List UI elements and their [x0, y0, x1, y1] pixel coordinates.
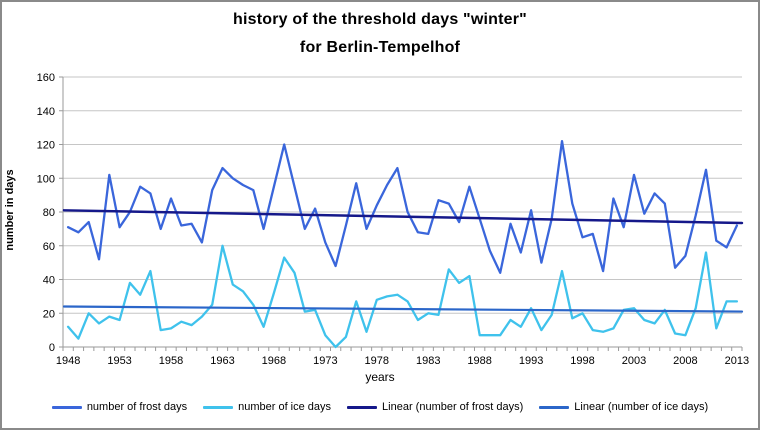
legend-label: number of ice days: [238, 401, 332, 413]
legend-item-frost-days: number of frost days: [51, 401, 188, 413]
svg-text:40: 40: [43, 275, 55, 287]
linear-ice-line-icon: [539, 405, 570, 409]
legend-item-ice-days: number of ice days: [203, 401, 331, 413]
svg-text:140: 140: [37, 106, 55, 118]
svg-text:60: 60: [43, 241, 55, 253]
legend: number of frost days number of ice days …: [2, 401, 758, 413]
legend-label: number of frost days: [86, 401, 188, 413]
ice-days-line-icon: [203, 405, 234, 409]
chart-subtitle: for Berlin-Tempelhof: [299, 39, 461, 56]
svg-text:100: 100: [37, 173, 55, 185]
legend-label: Linear (number of ice days): [574, 401, 709, 413]
svg-text:1998: 1998: [570, 355, 594, 367]
svg-text:1973: 1973: [313, 355, 337, 367]
svg-text:1963: 1963: [210, 355, 234, 367]
svg-text:120: 120: [37, 140, 55, 152]
svg-text:1968: 1968: [262, 355, 286, 367]
svg-text:1958: 1958: [159, 355, 183, 367]
svg-text:2008: 2008: [673, 355, 697, 367]
svg-text:2003: 2003: [622, 355, 646, 367]
svg-text:20: 20: [43, 308, 55, 320]
frost-days-line-icon: [51, 405, 82, 409]
svg-text:160: 160: [37, 72, 55, 84]
legend-label: Linear (number of frost days): [382, 401, 524, 413]
x-axis-title: years: [365, 370, 395, 384]
linear-frost-line-icon: [347, 405, 378, 409]
svg-text:1978: 1978: [365, 355, 389, 367]
svg-text:1983: 1983: [416, 355, 440, 367]
svg-text:2013: 2013: [725, 355, 749, 367]
svg-text:1953: 1953: [107, 355, 131, 367]
svg-text:1993: 1993: [519, 355, 543, 367]
legend-item-linear-frost-days: Linear (number of frost days): [347, 401, 523, 413]
y-axis-title: number in days: [4, 169, 16, 251]
svg-text:1948: 1948: [56, 355, 80, 367]
legend-item-linear-ice-days: Linear (number of ice days): [539, 401, 708, 413]
chart-title: history of the threshold days "winter": [233, 11, 527, 28]
svg-text:0: 0: [49, 342, 55, 354]
svg-text:80: 80: [43, 207, 55, 219]
svg-text:1988: 1988: [467, 355, 491, 367]
